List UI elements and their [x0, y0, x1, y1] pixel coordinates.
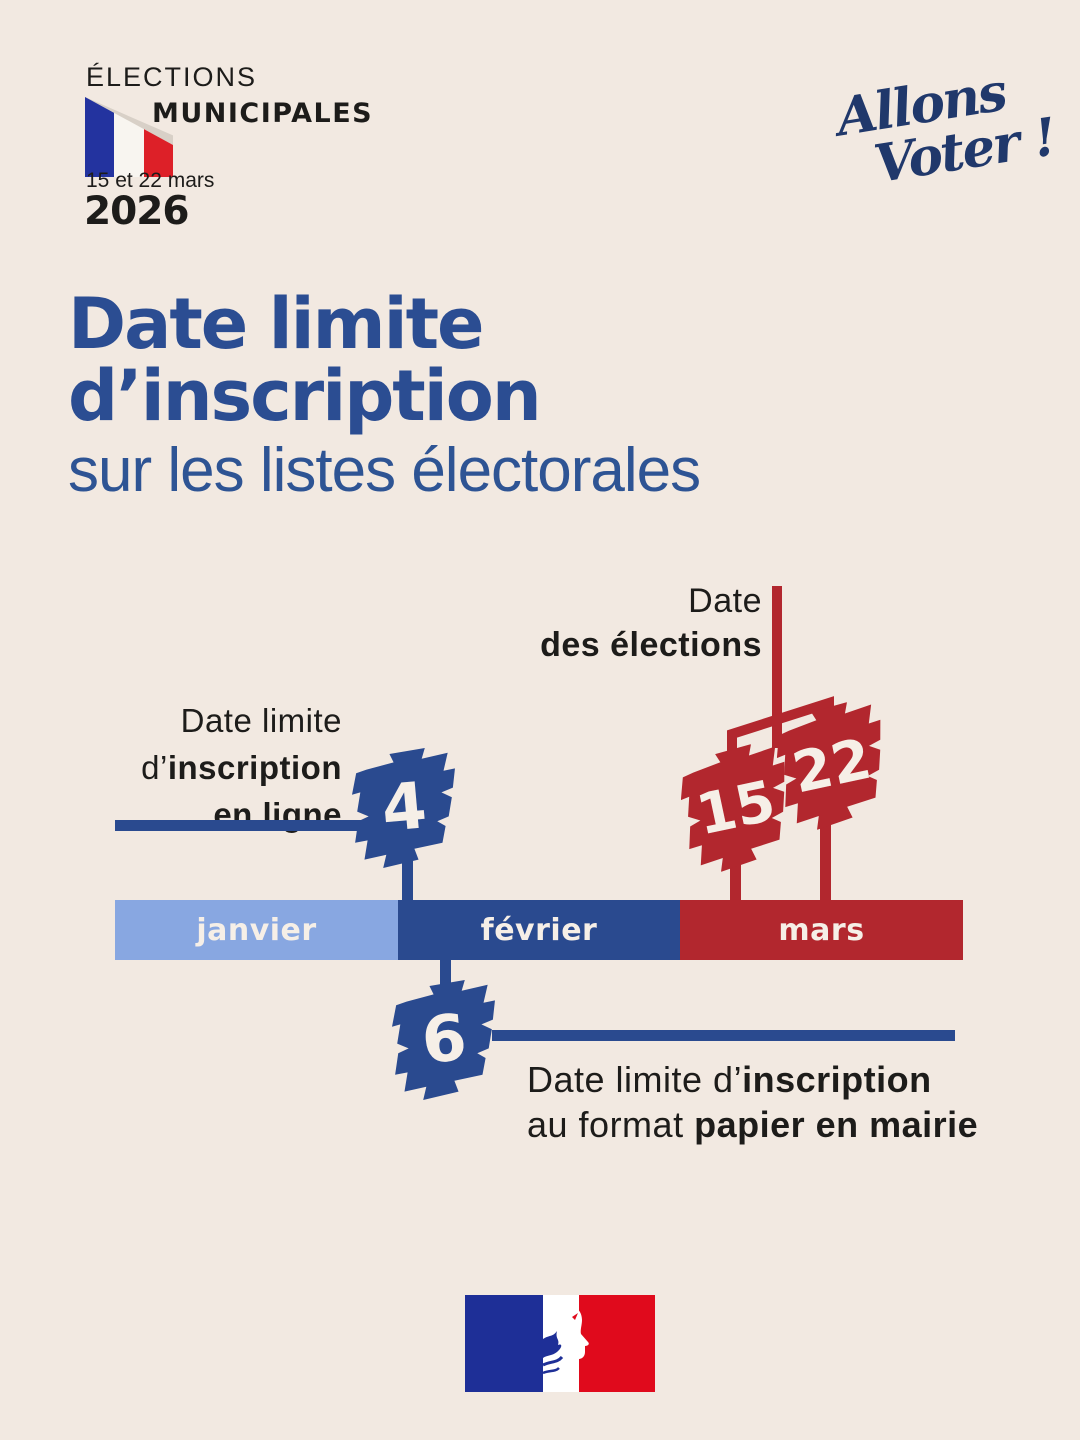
election-dates-text: 15 et 22 mars [86, 169, 215, 192]
elections-kicker: ÉLECTIONS [86, 62, 258, 92]
paper-connector-line [492, 1030, 955, 1041]
timeline-month-bar: janvier février mars [115, 900, 963, 960]
day6-stem [440, 958, 451, 1002]
month-fevrier: février [398, 900, 680, 960]
title-line1: Date limite [68, 283, 485, 365]
online-deadline-label: Date limite d’inscription en ligne [141, 702, 342, 833]
day4-badge: 4 [352, 748, 455, 868]
day6-badge: 6 [392, 980, 495, 1100]
day4-stem [402, 855, 413, 905]
marianne-french-republic-logo [465, 1295, 655, 1392]
paper-deadline-label: Date limite d’inscription au format papi… [527, 1059, 979, 1145]
page-title: Date limite d’inscription sur les listes… [68, 283, 701, 506]
election-dates-label: Date des élections [540, 582, 762, 664]
month-mars: mars [680, 900, 963, 960]
municipales-title: MUNICIPALES [152, 98, 374, 129]
online-connector-line [115, 820, 383, 831]
day22-stem [820, 816, 831, 904]
title-subline: sur les listes électorales [68, 436, 701, 505]
month-janvier: janvier [115, 900, 398, 960]
day15-stem [730, 852, 741, 904]
allons-voter-logo: Allons Voter ! [832, 60, 1059, 196]
elections-connector-line [772, 586, 782, 748]
title-line2: d’inscription [68, 355, 542, 437]
election-year: 2026 [84, 189, 190, 234]
